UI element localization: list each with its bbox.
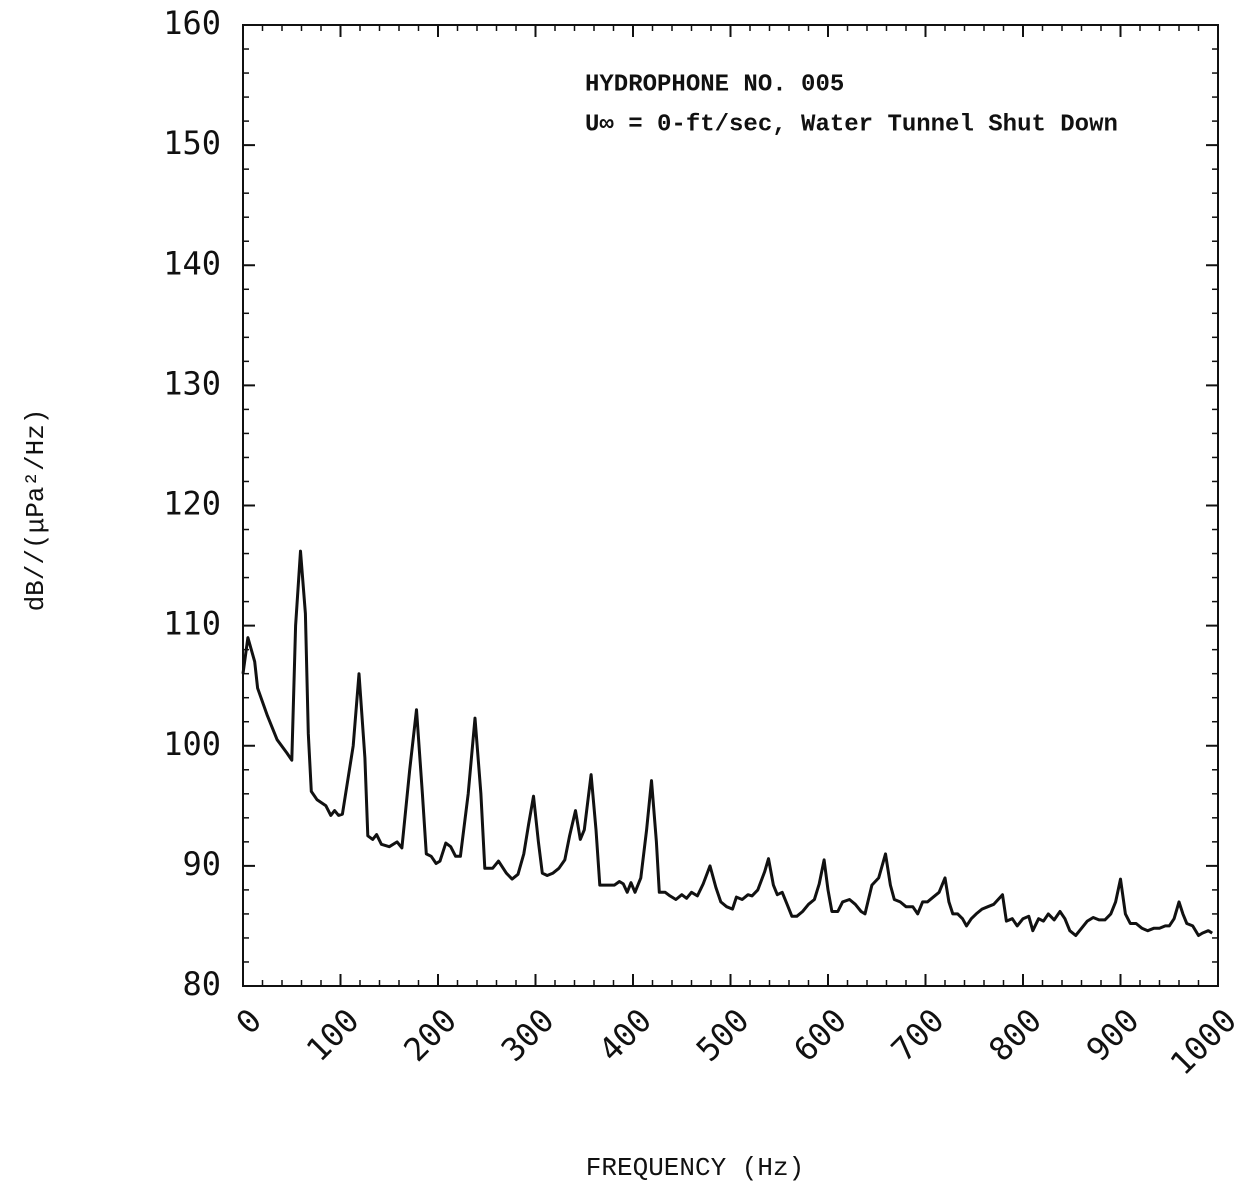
x-tick-label: 300	[494, 1001, 562, 1069]
x-tick-label: 800	[981, 1001, 1049, 1069]
x-tick-label: 0	[229, 1001, 269, 1041]
y-tick-label: 90	[182, 845, 221, 883]
x-tick-label: 600	[786, 1001, 854, 1069]
plot-frame	[242, 24, 1219, 987]
x-axis-title: FREQUENCY (Hz)	[586, 1153, 804, 1183]
annotation: HYDROPHONE NO. 005	[585, 71, 844, 98]
y-tick-label: 120	[163, 485, 221, 523]
x-tick-label: 100	[299, 1001, 367, 1069]
y-tick-label: 140	[163, 244, 221, 282]
annotation: U∞ = 0-ft/sec, Water Tunnel Shut Down	[585, 111, 1118, 138]
data-line	[241, 549, 1213, 937]
y-axis-title: dB//(μPa²/Hz)	[21, 409, 51, 612]
x-tick-label: 1000	[1163, 1001, 1244, 1082]
y-tick-label: 130	[163, 364, 221, 402]
x-tick-label: 200	[396, 1001, 464, 1069]
y-tick-label: 100	[163, 725, 221, 763]
y-tick-label: 80	[182, 965, 221, 1003]
x-tick-label: 900	[1079, 1001, 1147, 1069]
y-tick-label: 160	[163, 4, 221, 42]
x-tick-label: 400	[591, 1001, 659, 1069]
x-tick-label: 700	[884, 1001, 952, 1069]
x-tick-label: 500	[689, 1001, 757, 1069]
y-tick-label: 150	[163, 124, 221, 162]
y-tick-label: 110	[163, 605, 221, 643]
